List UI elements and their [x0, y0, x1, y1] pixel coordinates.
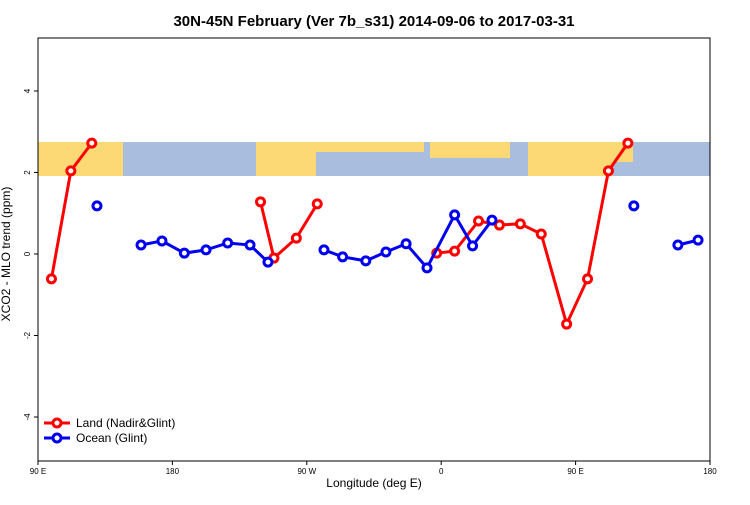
- data-point: [535, 228, 547, 240]
- y-axis-label: XCO2 - MLO trend (ppm): [0, 187, 13, 322]
- x-tick-label: 90 E: [567, 467, 583, 476]
- data-point: [45, 273, 57, 285]
- y-tick-label: -4: [23, 413, 32, 421]
- data-point: [200, 244, 212, 256]
- data-point: [514, 218, 526, 230]
- data-point: [290, 232, 302, 244]
- data-point: [692, 234, 704, 246]
- x-axis-label: Longitude (deg E): [326, 476, 421, 490]
- data-point: [486, 214, 498, 226]
- data-point: [222, 237, 234, 249]
- data-point: [561, 318, 573, 330]
- x-tick-label: 0: [439, 467, 444, 476]
- legend-label: Land (Nadir&Glint): [76, 416, 175, 430]
- data-point: [421, 262, 433, 274]
- legend-marker: [51, 432, 63, 444]
- x-tick-label: 90 E: [30, 467, 46, 476]
- world-map: [38, 142, 710, 176]
- y-tick-label: 2: [23, 170, 32, 175]
- data-point: [628, 200, 640, 212]
- data-point: [467, 240, 479, 252]
- legend-label: Ocean (Glint): [76, 431, 147, 445]
- x-tick-label: 180: [166, 467, 180, 476]
- data-point: [91, 200, 103, 212]
- data-point: [244, 239, 256, 251]
- data-point: [318, 244, 330, 256]
- data-point: [622, 137, 634, 149]
- data-point: [449, 209, 461, 221]
- data-point: [255, 196, 267, 208]
- data-point: [65, 165, 77, 177]
- data-point: [262, 256, 274, 268]
- data-point: [602, 165, 614, 177]
- y-tick-label: -2: [23, 331, 32, 339]
- data-point: [449, 245, 461, 257]
- x-tick-label: 180: [703, 467, 717, 476]
- data-point: [178, 247, 190, 259]
- plot-frame: [37, 37, 711, 462]
- data-point: [337, 251, 349, 263]
- chart-title: 30N-45N February (Ver 7b_s31) 2014-09-06…: [173, 13, 574, 30]
- data-point: [360, 255, 372, 267]
- data-point: [135, 239, 147, 251]
- data-point: [582, 273, 594, 285]
- data-point: [400, 238, 412, 250]
- data-point: [380, 246, 392, 258]
- data-point: [86, 137, 98, 149]
- legend-marker: [51, 417, 63, 429]
- data-point: [473, 215, 485, 227]
- data-point: [493, 219, 505, 231]
- y-tick-label: 4: [23, 88, 32, 93]
- x-tick-label: 90 W: [297, 467, 316, 476]
- data-point: [672, 239, 684, 251]
- y-tick-label: 0: [23, 251, 32, 256]
- data-point: [311, 198, 323, 210]
- data-point: [156, 235, 168, 247]
